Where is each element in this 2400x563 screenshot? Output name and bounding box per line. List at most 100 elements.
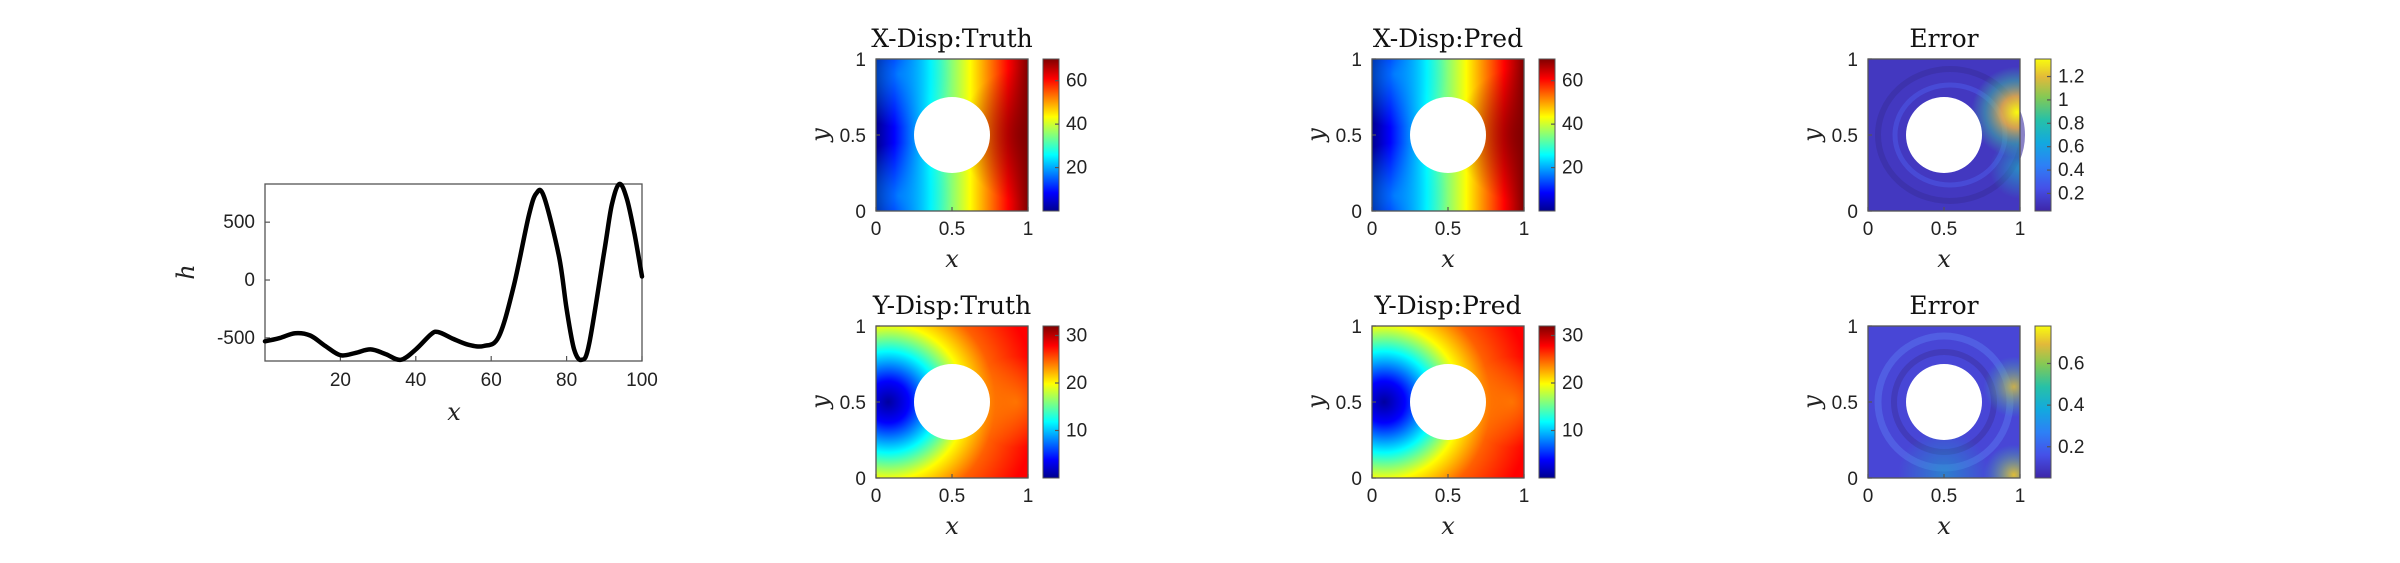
colorbar-x-disp-pred-tick-label: 40 [1562,114,1583,135]
heatmap-y-disp-pred-x-tick-label: 0 [1367,486,1378,507]
heatmap-x-disp-truth-y-label: y [806,128,834,143]
heatmap-x-disp-truth-y-tick-label: 1 [855,50,866,71]
line-plot-x-tick-label: 40 [405,370,426,391]
heatmap-x-disp-pred-x-label: x [1441,245,1455,273]
heatmap-y-disp-truth-y-tick-label: 0 [855,469,866,490]
heatmap-x-disp-truth-y-tick-label: 0.5 [840,126,866,147]
heatmap-y-disp-pred-x-label: x [1441,512,1455,540]
colorbar-y-disp-truth-tick-label: 20 [1066,373,1087,394]
heatmap-y-disp-truth-x-tick-label: 1 [1023,486,1034,507]
colorbar-y-error [2034,325,2052,479]
heatmap-y-disp-truth-hole [914,364,990,440]
heatmap-x-error-x-tick-label: 0 [1863,219,1874,240]
heatmap-y-disp-truth-x-tick-label: 0 [871,486,882,507]
colorbar-y-disp-pred [1538,325,1556,479]
heatmap-x-disp-truth-x-tick-label: 1 [1023,219,1034,240]
colorbar-x-disp-pred [1538,58,1556,212]
heatmap-y-disp-pred-hole [1410,364,1486,440]
heatmap-x-error-x-tick-label: 1 [2015,219,2026,240]
line-plot-ticks: 20 40 60 80 100 -500 0 500 [217,212,658,391]
line-plot: 20 40 60 80 100 -500 0 500 x h [172,181,658,426]
colorbar-y-disp-truth [1042,325,1060,479]
line-plot-y-tick-label: -500 [217,328,255,349]
heatmap-y-error-y-tick-label: 0.5 [1832,393,1858,414]
heatmap-x-disp-truth-hole [914,97,990,173]
colorbar-x-disp-truth-tick-label: 40 [1066,114,1087,135]
colorbar-x-error-tick-label: 0.6 [2058,137,2084,158]
colorbar-y-disp-pred-tick-label: 10 [1562,421,1583,442]
line-plot-y-tick-label: 0 [244,270,255,291]
heatmap-x-disp-pred-title: X-Disp:Pred [1373,24,1523,53]
heatmap-y-disp-pred-y-tick-label: 1 [1351,317,1362,338]
heatmap-y-disp-truth-x-tick-label: 0.5 [939,486,965,507]
heatmap-x-error-hole [1906,97,1982,173]
colorbar-x-disp-truth-tick-label: 60 [1066,71,1087,92]
heatmap-y-disp-truth-y-tick-label: 0.5 [840,393,866,414]
heatmap-x-disp-pred [1372,59,1524,211]
heatmap-x-disp-pred-axes: X-Disp:Pred 0 0.5 1 0 0.5 1 x y 20 40 60 [1302,24,1583,273]
heatmap-x-disp-pred-x-tick-label: 0.5 [1435,219,1461,240]
heatmap-y-disp-pred [1372,326,1524,478]
heatmap-x-error [1868,59,2025,211]
heatmap-y-error-x-label: x [1937,512,1951,540]
colorbar-y-error-tick-label: 0.6 [2058,353,2084,374]
heatmap-y-error-x-tick-label: 0 [1863,486,1874,507]
colorbar-x-disp-truth-tick-label: 20 [1066,158,1087,179]
heatmap-x-error-y-tick-label: 0.5 [1832,126,1858,147]
heatmap-x-error-x-tick-label: 0.5 [1931,219,1957,240]
heatmap-y-error-y-label: y [1798,395,1826,410]
heatmap-x-disp-truth-title: X-Disp:Truth [871,24,1033,53]
heatmap-y-disp-truth-y-tick-label: 1 [855,317,866,338]
heatmap-y-disp-pred-title: Y-Disp:Pred [1373,291,1521,320]
colorbar-x-error [2034,58,2052,212]
line-plot-y-tick-label: 500 [223,212,255,233]
heatmap-x-disp-pred-hole [1410,97,1486,173]
line-plot-x-label: x [447,398,461,426]
heatmap-x-disp-pred-x-tick-label: 1 [1519,219,1530,240]
heatmap-y-error [1868,326,2020,478]
heatmap-x-error-y-label: y [1798,128,1826,143]
colorbar-y-error-tick-label: 0.4 [2058,395,2085,416]
heatmap-x-disp-truth [876,59,1028,211]
heatmap-y-disp-truth-y-label: y [806,395,834,410]
heatmap-y-disp-truth-x-label: x [945,512,959,540]
heatmap-x-disp-truth-axes: X-Disp:Truth 0 0.5 1 0 0.5 1 x y 20 40 60 [806,24,1087,273]
colorbar-y-disp-pred-tick-label: 30 [1562,326,1583,347]
line-plot-x-tick-label: 80 [556,370,577,391]
colorbar-y-disp-pred-tick-label: 20 [1562,373,1583,394]
heatmap-y-error-axes: Error 0 0.5 1 0 0.5 1 x y 0.2 0.4 0.6 [1798,291,2085,540]
line-series [262,181,645,363]
line-plot-x-tick-label: 100 [626,370,658,391]
heatmap-y-disp-pred-x-tick-label: 0.5 [1435,486,1461,507]
colorbar-x-error-tick-label: 1 [2058,90,2069,111]
heatmap-x-disp-truth-x-tick-label: 0 [871,219,882,240]
colorbar-x-error-tick-label: 0.8 [2058,113,2084,134]
line-plot-x-tick-label: 20 [330,370,351,391]
heatmap-x-disp-pred-x-tick-label: 0 [1367,219,1378,240]
heatmap-y-disp-pred-y-tick-label: 0 [1351,469,1362,490]
heatmap-x-disp-pred-y-label: y [1302,128,1330,143]
colorbar-x-error-tick-label: 1.2 [2058,67,2084,88]
heatmap-y-error-x-tick-label: 0.5 [1931,486,1957,507]
heatmap-y-disp-truth [876,326,1028,478]
heatmap-x-disp-pred-y-tick-label: 1 [1351,50,1362,71]
line-plot-x-tick-label: 60 [481,370,502,391]
heatmap-x-error-x-label: x [1937,245,1951,273]
heatmap-y-error-x-tick-label: 1 [2015,486,2026,507]
heatmap-y-disp-pred-y-tick-label: 0.5 [1336,393,1362,414]
colorbar-y-disp-truth-tick-label: 10 [1066,421,1087,442]
heatmap-y-error-title: Error [1909,291,1978,320]
heatmap-x-error-y-tick-label: 1 [1847,50,1858,71]
line-plot-y-label: h [172,264,200,279]
heatmap-x-disp-pred-y-tick-label: 0 [1351,202,1362,223]
heatmap-x-disp-truth-x-tick-label: 0.5 [939,219,965,240]
heatmap-x-error-title: Error [1909,24,1978,53]
heatmap-x-error-y-tick-label: 0 [1847,202,1858,223]
line-plot-frame [264,183,643,362]
heatmap-y-disp-pred-x-tick-label: 1 [1519,486,1530,507]
colorbar-x-error-tick-label: 0.2 [2058,183,2084,204]
